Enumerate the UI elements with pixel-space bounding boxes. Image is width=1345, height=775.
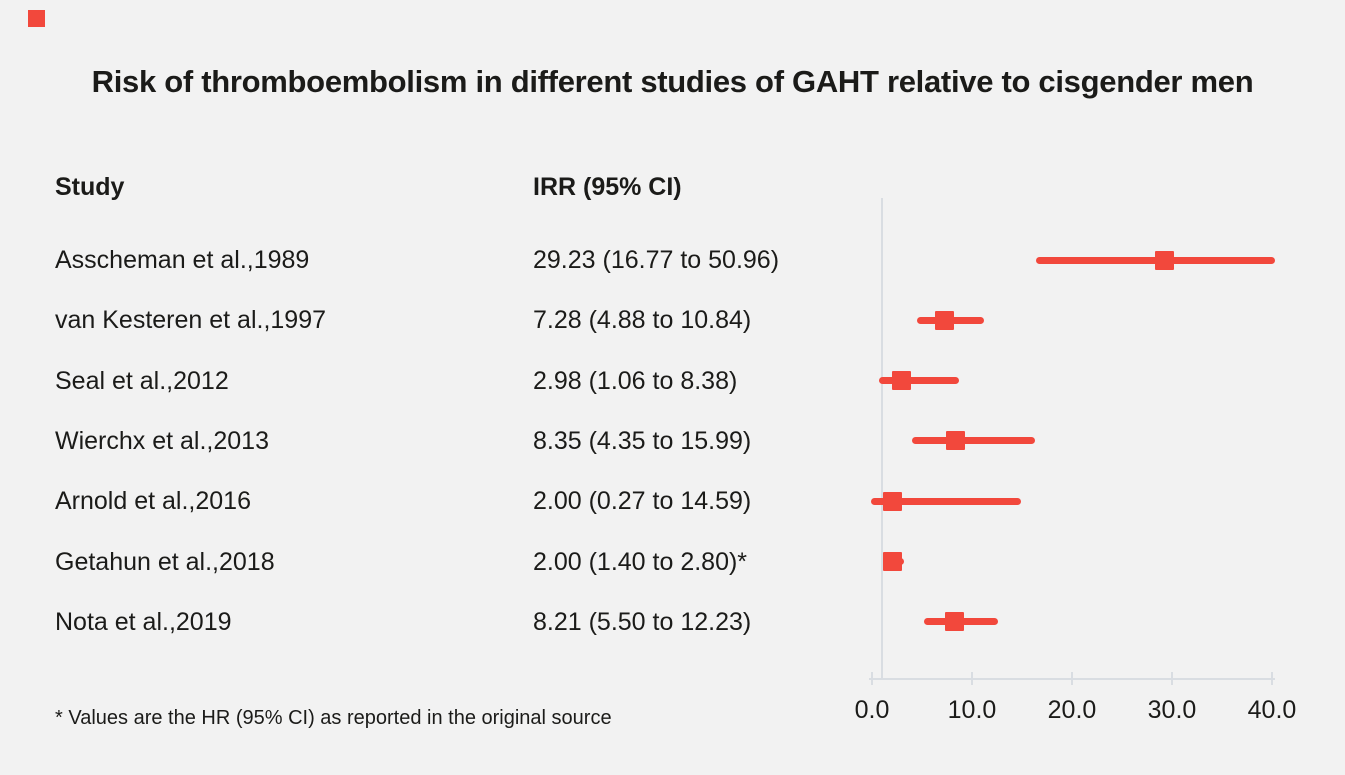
page-title: Risk of thromboembolism in different stu… [91, 64, 1254, 99]
point-estimate-marker [1154, 250, 1174, 270]
irr-value: 29.23 (16.77 to 50.96) [533, 246, 780, 274]
x-axis-tick-label: 10.0 [947, 696, 997, 724]
study-name: Seal et al.,2012 [55, 366, 229, 395]
irr-value: 7.28 (4.88 to 10.84) [533, 306, 752, 335]
x-axis-tick-label: 40.0 [1247, 696, 1297, 724]
point-estimate-marker [946, 431, 965, 451]
study-name: van Kesteren et al.,1997 [55, 306, 327, 335]
x-axis-tick-label: 20.0 [1047, 696, 1097, 724]
irr-value: 2.00 (1.40 to 2.80)* [533, 547, 748, 576]
irr-value: 8.21 (5.50 to 12.23) [533, 607, 752, 636]
study-name: Getahun et al.,2018 [55, 547, 275, 576]
study-name: Arnold et al.,2016 [55, 487, 251, 516]
study-name: Nota et al.,2019 [55, 607, 232, 636]
irr-column-header: IRR (95% CI) [533, 173, 682, 201]
x-axis-tick [1071, 672, 1073, 685]
ci-line [912, 437, 1036, 445]
irr-value: 2.00 (0.27 to 14.59) [533, 487, 752, 516]
ci-line [871, 497, 1022, 505]
irr-value: 8.35 (4.35 to 15.99) [533, 426, 752, 455]
point-estimate-marker [935, 310, 955, 330]
point-estimate-marker [944, 612, 964, 632]
study-name: Wierchx et al.,2013 [55, 426, 269, 455]
irr-value: 2.98 (1.06 to 8.38) [533, 366, 738, 395]
x-axis-tick-label: 0.0 [854, 696, 890, 724]
study-column-header: Study [55, 173, 125, 201]
point-estimate-marker [882, 491, 902, 511]
point-estimate-marker [892, 371, 912, 391]
x-axis-tick [1171, 672, 1173, 685]
ci-line [879, 377, 960, 385]
footnote: * Values are the HR (95% CI) as reported… [55, 707, 612, 729]
point-estimate-marker [882, 552, 902, 572]
x-axis-tick [1271, 672, 1273, 685]
x-axis-tick-label: 30.0 [1147, 696, 1197, 724]
brand-red-square-icon [28, 10, 45, 27]
x-axis-tick [871, 672, 873, 685]
x-axis-tick [971, 672, 973, 685]
reference-line [881, 198, 883, 679]
study-name: Asscheman et al.,1989 [55, 246, 310, 274]
